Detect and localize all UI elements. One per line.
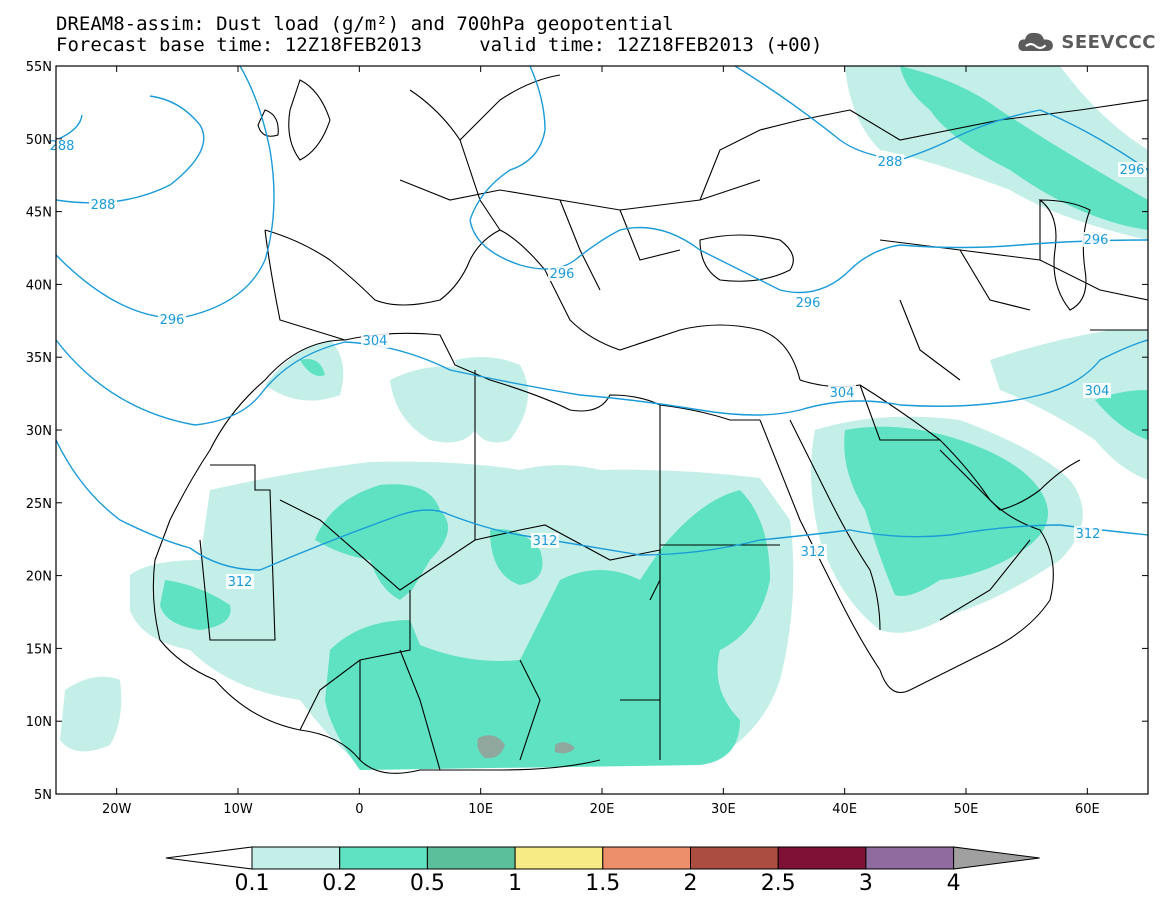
contour-label-bg — [1082, 232, 1110, 247]
contour-label-bg — [1118, 162, 1146, 177]
lat-label: 50N — [26, 133, 52, 148]
contour-label: 304 — [830, 386, 855, 401]
contour-label: 312 — [228, 575, 253, 590]
contour-label: 296 — [550, 267, 575, 282]
contour-label: 312 — [533, 534, 558, 549]
colorbar-label: 0.1 — [235, 871, 270, 896]
lat-label: 15N — [26, 642, 52, 657]
lon-label: 50E — [954, 802, 979, 817]
lon-label: 20W — [102, 802, 132, 817]
contour-label: 288 — [91, 198, 116, 213]
colorbar-high-arrow — [953, 846, 1040, 870]
contour-label: 288 — [50, 139, 75, 154]
contour-label-bg — [828, 385, 856, 400]
lat-label: 35N — [26, 351, 52, 366]
contour-label: 296 — [796, 296, 821, 311]
colorbar-segment — [426, 846, 516, 870]
contour-label: 296 — [160, 313, 185, 328]
title-line-1: DREAM8-assim: Dust load (g/m²) and 700hP… — [56, 13, 674, 35]
dust-load-fields — [60, 66, 1148, 770]
colorbar-segment — [602, 846, 691, 870]
contour-label-bg — [799, 544, 827, 559]
logo-text: SEEVCCC — [1061, 31, 1156, 53]
contour-label: 312 — [1076, 527, 1101, 542]
contour-label-bg — [876, 154, 904, 169]
lon-label: 20E — [590, 802, 615, 817]
colorbar-label: 1.5 — [585, 871, 620, 896]
contour-label-bg — [548, 266, 576, 281]
lon-label: 60E — [1075, 802, 1100, 817]
contour-label-bg — [531, 533, 559, 548]
colorbar: 0.1 0.2 0.5 1 1.5 2 2.5 3 4 — [165, 846, 1040, 896]
lat-axis: 55N 50N 45N 40N 35N 30N 25N 20N 15N 10N 5N — [26, 60, 1148, 803]
colorbar-label: 3 — [859, 871, 873, 896]
dust-level-0.5 — [477, 735, 575, 759]
lon-label: 40E — [832, 802, 857, 817]
colorbar-low-arrow — [165, 846, 253, 870]
contour-label-bg — [1083, 383, 1111, 398]
colorbar-label: 0.2 — [322, 871, 357, 896]
seevccc-logo: SEEVCCC — [1016, 24, 1156, 60]
lon-label: 30E — [711, 802, 736, 817]
contour-label: 304 — [1085, 384, 1110, 399]
colorbar-segment — [251, 846, 341, 870]
lon-label: 10W — [223, 802, 253, 817]
contour-label-bg — [1074, 526, 1102, 541]
cloud-logo-icon — [1018, 32, 1053, 52]
contour-label: 304 — [363, 334, 388, 349]
lat-label: 30N — [26, 424, 52, 439]
contour-label: 288 — [878, 155, 903, 170]
contour-labels: 288 288 288 296 296 296 296 296 304 304 304 312 312 3… — [48, 138, 1146, 590]
contour-label-bg — [361, 333, 389, 348]
lat-label: 5N — [34, 788, 52, 803]
lon-axis: 20W 10W 0 10E 20E 30E 40E 50E 60E — [102, 66, 1100, 817]
contour-label: 312 — [801, 545, 826, 560]
contour-label-bg — [158, 312, 186, 327]
lon-label: 0 — [355, 802, 363, 817]
lat-label: 40N — [26, 278, 52, 293]
colorbar-segment — [514, 846, 604, 870]
colorbar-label: 1 — [508, 871, 522, 896]
lon-label: 10E — [468, 802, 493, 817]
colorbar-segment — [339, 846, 428, 870]
contour-label-bg — [794, 295, 822, 310]
colorbar-segment — [865, 846, 955, 870]
colorbar-label: 4 — [947, 871, 961, 896]
contour-label: 296 — [1084, 233, 1109, 248]
colorbar-label: 0.5 — [410, 871, 445, 896]
lat-label: 20N — [26, 570, 52, 585]
contour-label-bg — [89, 197, 117, 212]
colorbar-segment — [777, 846, 867, 870]
lat-label: 10N — [26, 715, 52, 730]
colorbar-label: 2 — [684, 871, 698, 896]
contour-label-bg — [226, 574, 254, 589]
lat-label: 25N — [26, 497, 52, 512]
contour-label-bg — [48, 138, 76, 153]
lat-label: 45N — [26, 206, 52, 221]
contour-label: 296 — [1120, 163, 1145, 178]
lat-label: 55N — [26, 60, 52, 75]
colorbar-segment — [690, 846, 779, 870]
title-line-2: Forecast base time: 12Z18FEB2013 valid t… — [56, 34, 823, 56]
colorbar-label: 2.5 — [761, 871, 796, 896]
